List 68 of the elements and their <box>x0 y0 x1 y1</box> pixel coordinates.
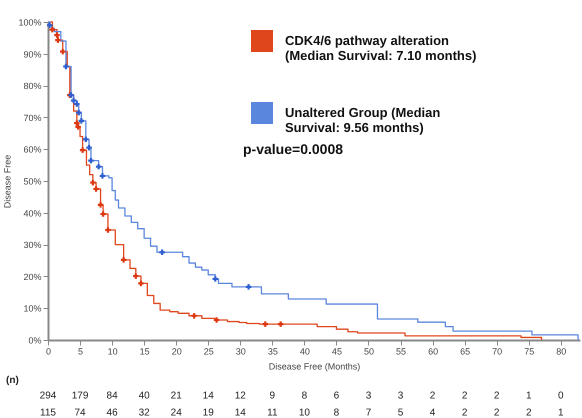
point <box>96 164 102 170</box>
y-tick-label: 10% <box>23 304 42 314</box>
point <box>133 273 139 279</box>
text: 115 74 46 32 24 19 14 11 10 8 7 5 4 2 2 2 1 <box>40 408 564 418</box>
y-tick-label: 50% <box>23 176 42 186</box>
x-tick-label: 40 <box>300 346 310 356</box>
x-tick-label: 80 <box>556 346 566 356</box>
point <box>212 276 218 282</box>
y-axis-title: Disease Free <box>2 154 12 208</box>
x-tick-label: 65 <box>460 346 470 356</box>
y-tick-label: 90% <box>23 49 42 60</box>
legend-label: Unaltered Group (Median Survival: 9.56 months) <box>285 105 440 135</box>
x-tick-label: 20 <box>172 346 182 356</box>
y-tick-label: 0% <box>28 336 42 346</box>
x-tick-label: 0 <box>46 346 52 356</box>
x-tick-label: 30 <box>236 346 246 356</box>
x-tick-label: 55 <box>396 346 406 356</box>
x-tick-label: 45 <box>332 346 342 356</box>
x-tick-label: 25 <box>204 346 214 356</box>
y-tick-label: 30% <box>23 240 42 250</box>
point <box>86 144 92 150</box>
point <box>75 124 81 130</box>
x-tick-label: 15 <box>140 346 150 356</box>
point <box>159 249 165 255</box>
point <box>98 202 104 208</box>
point <box>105 227 111 233</box>
x-tick-label: 70 <box>492 346 502 356</box>
x-tick-label: 60 <box>428 346 438 356</box>
point <box>54 32 60 38</box>
x-tick-label: 75 <box>524 346 534 356</box>
text: (n) <box>6 375 19 386</box>
x-tick-label: 50 <box>364 346 374 356</box>
point <box>50 26 56 32</box>
point <box>78 118 84 124</box>
point <box>70 98 76 104</box>
y-tick-label: 70% <box>23 112 42 123</box>
point <box>55 37 61 43</box>
point <box>262 321 268 327</box>
point <box>90 180 96 186</box>
point <box>74 101 80 107</box>
y-tick-label: 60% <box>23 144 42 155</box>
x-tick-label: 35 <box>268 346 278 356</box>
y-tick-label: 40% <box>23 208 42 218</box>
point <box>246 284 252 290</box>
legend-label: CDK4/6 pathway alteration (Median Survival: 7.10 months) <box>285 33 476 63</box>
point <box>100 173 106 179</box>
point <box>88 158 94 164</box>
point <box>278 321 284 327</box>
point <box>60 48 66 54</box>
x-tick-label: 5 <box>78 346 84 356</box>
x-tick-label: 10 <box>108 346 118 356</box>
point <box>191 313 197 319</box>
y-tick-label: 80% <box>23 81 42 92</box>
point <box>138 280 144 286</box>
point <box>63 64 69 70</box>
y-tick-label: 100% <box>18 18 42 28</box>
point <box>46 22 52 28</box>
x-axis-title: Disease Free (Months) <box>268 362 360 372</box>
annotation: p-value=0.0008 <box>243 141 344 157</box>
point <box>76 110 82 116</box>
point <box>120 257 126 263</box>
point <box>214 317 220 323</box>
text: 294 179 84 40 21 14 12 9 8 6 3 3 2 2 2 1 0 <box>40 390 564 402</box>
point <box>80 147 86 153</box>
point <box>93 186 99 192</box>
y-tick-label: 20% <box>23 272 42 282</box>
point <box>83 136 89 142</box>
point <box>100 211 106 217</box>
